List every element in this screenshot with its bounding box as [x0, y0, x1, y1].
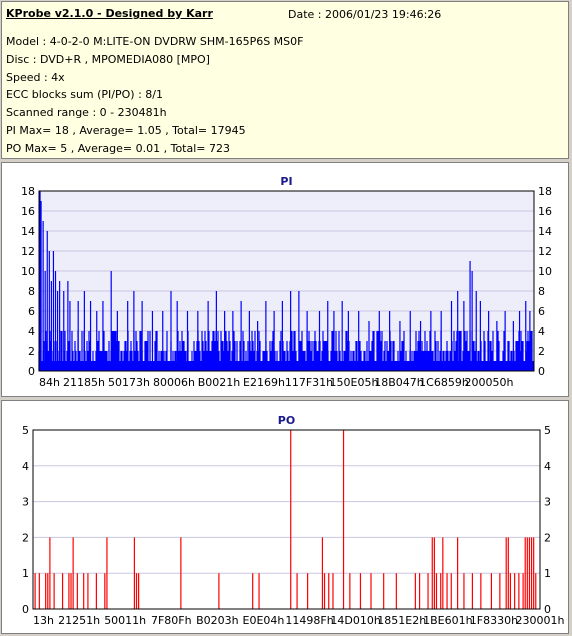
info-model: Model : 4-0-2-0 M:LITE-ON DVDRW SHM-165P…: [6, 35, 304, 48]
pi-y-tick-label-left: 16: [21, 205, 35, 218]
app-title: KProbe v2.1.0 - Designed by Karr: [6, 7, 213, 20]
po-bars: [34, 430, 537, 609]
info-speed: Speed : 4x: [6, 71, 65, 84]
pi-x-tick-label: 117F31h: [285, 376, 333, 389]
pi-y-tick-label-left: 14: [21, 225, 35, 238]
po-plot-border: [32, 429, 541, 610]
po-x-tick-label: 7F80Fh: [151, 614, 192, 627]
po-x-tick-label: 21251h: [58, 614, 100, 627]
pi-y-tick-label-right: 2: [538, 345, 545, 358]
po-y-tick-label-right: 1: [544, 567, 551, 580]
info-range: Scanned range : 0 - 230481h: [6, 106, 167, 119]
pi-x-tick-label: 18B047h: [374, 376, 424, 389]
pi-x-tick-label: 80006h: [153, 376, 195, 389]
po-x-tick-label: E0E04h: [243, 614, 285, 627]
po-chart-panel: PO 0 0 1 1 2 2 3 3 4 4 5 5 13h 21251h 50011h 7F80Fh B0203…: [1, 400, 569, 634]
pi-x-tick-label: B0021h: [198, 376, 241, 389]
po-y-tick-label-left: 1: [22, 567, 29, 580]
info-disc: Disc : DVD+R , MPOMEDIA080 [MPO]: [6, 53, 210, 66]
pi-chart: PI 0 0 2 2 4 4 6 6 8 8 10 10 12 12 14 14 16 16 18 18 84h 21185…: [21, 175, 552, 389]
pi-y-tick-label-right: 14: [538, 225, 552, 238]
po-x-tick-label: 13h: [33, 614, 54, 627]
pi-y-tick-label-right: 0: [538, 365, 545, 378]
po-x-tick-label: 1BE601h: [423, 614, 472, 627]
pi-x-tick-label: 50173h: [108, 376, 150, 389]
pi-y-tick-label-right: 16: [538, 205, 552, 218]
po-x-tick-label: B0203h: [196, 614, 239, 627]
pi-x-tick-label: 150E05h: [330, 376, 379, 389]
pi-x-tick-label: 21185h: [63, 376, 105, 389]
pi-bars: [38, 191, 534, 371]
po-plot-area: [32, 429, 541, 610]
po-y-tick-label-right: 4: [544, 460, 551, 473]
po-x-tick-label: 50011h: [104, 614, 146, 627]
pi-y-tick-label-left: 6: [28, 305, 35, 318]
pi-y-tick-label-right: 6: [538, 305, 545, 318]
pi-y-tick-label-left: 4: [28, 325, 35, 338]
info-ecc: ECC blocks sum (PI/PO) : 8/1: [6, 88, 163, 101]
po-y-tick-label-right: 2: [544, 531, 551, 544]
info-pi-stats: PI Max= 18 , Average= 1.05 , Total= 1794…: [6, 124, 246, 137]
po-chart: PO 0 0 1 1 2 2 3 3 4 4 5 5 13h 21251h 50011h 7F80Fh B0203…: [22, 414, 565, 627]
po-x-tick-label: 1851E2h: [377, 614, 426, 627]
po-y-tick-label-right: 5: [544, 424, 551, 437]
pi-x-tick-label: E2169h: [243, 376, 285, 389]
pi-chart-panel: PI 0 0 2 2 4 4 6 6 8 8 10 10 12 12 14 14 16 16 18 18 84h 21185…: [1, 162, 569, 397]
pi-y-tick-label-left: 12: [21, 245, 35, 258]
po-x-tick-label: 1F8330h: [470, 614, 518, 627]
po-chart-title: PO: [278, 414, 295, 427]
po-y-tick-label-left: 0: [22, 603, 29, 616]
pi-plot-border: [38, 190, 535, 372]
pi-y-tick-label-left: 8: [28, 285, 35, 298]
pi-chart-title: PI: [280, 175, 292, 188]
pi-y-tick-label-right: 4: [538, 325, 545, 338]
info-panel: KProbe v2.1.0 - Designed by Karr Date : …: [1, 1, 569, 159]
pi-y-tick-label-right: 8: [538, 285, 545, 298]
po-y-tick-label-right: 0: [544, 603, 551, 616]
pi-x-tick-label: 1C6859h: [419, 376, 469, 389]
pi-y-tick-label-left: 10: [21, 265, 35, 278]
scan-date: Date : 2006/01/23 19:46:26: [288, 8, 442, 21]
po-y-tick-label-left: 5: [22, 424, 29, 437]
pi-y-tick-label-left: 2: [28, 345, 35, 358]
po-x-tick-label: 11498Fh: [285, 614, 333, 627]
pi-y-tick-label-left: 18: [21, 185, 35, 198]
pi-x-tick-label: 200050h: [465, 376, 514, 389]
pi-y-tick-label-right: 12: [538, 245, 552, 258]
po-y-tick-label-right: 3: [544, 496, 551, 509]
po-x-tick-label: 230001h: [516, 614, 565, 627]
pi-x-tick-label: 84h: [39, 376, 60, 389]
po-y-tick-label-left: 3: [22, 496, 29, 509]
pi-y-tick-label-right: 18: [538, 185, 552, 198]
po-y-tick-label-left: 4: [22, 460, 29, 473]
pi-y-tick-label-left: 0: [28, 365, 35, 378]
info-po-stats: PO Max= 5 , Average= 0.01 , Total= 723: [6, 142, 230, 155]
po-x-tick-label: 14D010h: [330, 614, 380, 627]
pi-y-tick-label-right: 10: [538, 265, 552, 278]
po-y-tick-label-left: 2: [22, 531, 29, 544]
